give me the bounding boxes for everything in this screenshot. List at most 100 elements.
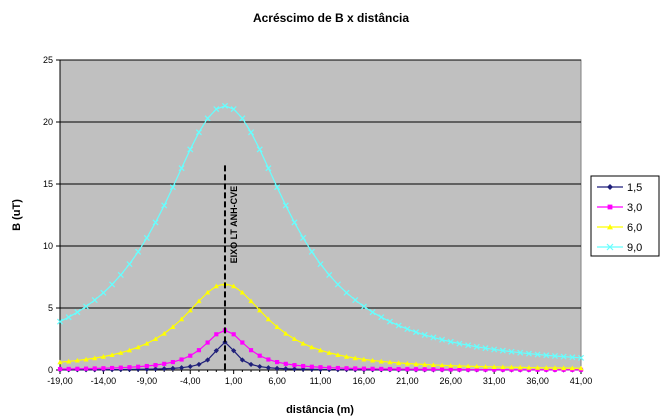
data-point: [482, 345, 489, 352]
data-point: [213, 283, 219, 289]
data-point: [395, 322, 402, 329]
data-point: [343, 354, 350, 359]
data-point: [144, 366, 150, 372]
data-point: [282, 202, 289, 209]
data-point: [83, 303, 90, 310]
data-point: [291, 366, 298, 372]
data-point: [422, 367, 427, 372]
data-point: [248, 361, 254, 368]
legend-item-6-0: 6,0: [597, 222, 642, 234]
data-point: [257, 353, 262, 358]
data-point: [318, 365, 323, 370]
x-tick-label: 36,00: [526, 376, 549, 386]
x-tick-label: 21,00: [396, 376, 419, 386]
data-point: [135, 344, 141, 350]
data-point: [360, 303, 367, 310]
data-point: [196, 348, 202, 353]
data-point: [74, 309, 81, 316]
data-point: [65, 314, 72, 321]
data-point: [518, 367, 523, 372]
data-point: [378, 358, 384, 364]
data-point: [526, 364, 532, 370]
y-tick-label: 0: [48, 365, 53, 375]
data-point: [300, 366, 306, 372]
legend-item-1-5: 1,5: [597, 182, 642, 194]
data-point: [83, 356, 89, 362]
data-point: [92, 355, 98, 361]
legend-label: 9,0: [627, 242, 642, 254]
data-point: [492, 367, 497, 372]
data-point: [161, 202, 168, 209]
legend-label: 3,0: [627, 202, 642, 214]
data-point: [248, 129, 255, 136]
data-point: [560, 353, 567, 360]
data-point: [152, 366, 159, 372]
y-axis-label: B (uT): [11, 199, 23, 231]
data-point: [439, 362, 445, 368]
data-point: [509, 367, 514, 372]
data-point: [231, 283, 237, 289]
data-point: [607, 184, 613, 190]
plot-area: [59, 59, 582, 371]
data-point: [413, 367, 419, 372]
data-point: [257, 307, 263, 313]
data-point: [256, 146, 263, 153]
axis-annotation: EIXO LT ANH-CVE: [223, 165, 239, 370]
data-point: [91, 297, 98, 304]
legend-item-9-0: 9,0: [597, 242, 642, 254]
data-point: [188, 353, 193, 358]
data-point: [239, 115, 246, 122]
legend-label: 6,0: [627, 222, 642, 234]
data-point: [117, 271, 124, 278]
data-point: [187, 363, 193, 370]
data-point: [179, 357, 184, 362]
data-point: [412, 329, 420, 336]
data-point: [83, 366, 89, 371]
data-point: [301, 363, 306, 369]
data-point: [100, 289, 107, 296]
data-point: [335, 365, 340, 371]
data-point: [431, 367, 436, 372]
data-point: [561, 365, 567, 371]
data-point: [144, 363, 149, 369]
data-point: [196, 361, 202, 368]
data-point: [161, 330, 167, 336]
series-9-0: [56, 102, 585, 361]
data-point: [483, 367, 488, 372]
data-point: [275, 359, 280, 365]
data-point: [153, 363, 158, 368]
x-tick-label: 6,00: [268, 376, 286, 386]
x-tick-label: 31,00: [483, 376, 506, 386]
data-point: [404, 325, 411, 333]
data-point: [178, 365, 185, 371]
data-point: [491, 346, 498, 353]
data-point: [152, 219, 159, 226]
data-point: [326, 350, 332, 355]
data-point: [482, 364, 489, 369]
data-point: [187, 307, 193, 313]
x-tick-label: -14,00: [91, 376, 117, 386]
data-point: [439, 367, 445, 372]
data-point: [283, 366, 289, 372]
data-point: [274, 184, 281, 191]
data-point: [205, 357, 211, 363]
series-3-0: [57, 328, 584, 372]
data-point: [178, 165, 185, 172]
x-axis-ticks: -19,00 -14,00 -9,00 -4,00 1,00 6,00 11,00 16,00…: [47, 369, 592, 386]
data-point: [543, 365, 549, 370]
data-point: [57, 359, 63, 365]
data-point: [213, 106, 220, 113]
data-point: [534, 365, 541, 370]
data-point: [248, 298, 254, 304]
data-point: [534, 351, 541, 358]
data-point: [231, 332, 236, 337]
data-point: [447, 338, 454, 345]
x-tick-label: -9,00: [137, 376, 158, 386]
data-point: [265, 165, 272, 172]
data-point: [213, 348, 219, 354]
data-point: [240, 340, 245, 345]
data-point: [135, 248, 142, 255]
data-point: [465, 342, 472, 349]
data-point: [474, 363, 480, 369]
